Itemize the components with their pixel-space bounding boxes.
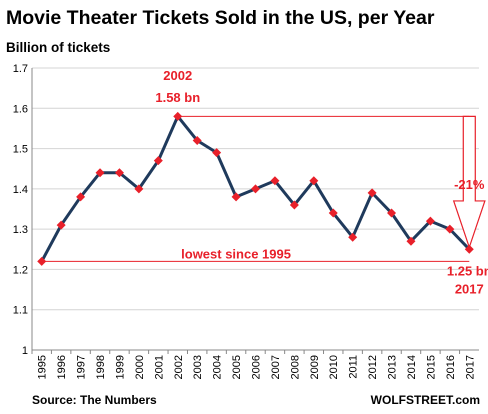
data-point-marker xyxy=(406,236,416,246)
data-point-marker xyxy=(212,148,222,158)
y-tick-label: 1.7 xyxy=(13,63,28,75)
data-point-marker xyxy=(445,224,455,234)
x-tick-label: 1998 xyxy=(95,355,107,379)
data-point-marker xyxy=(367,188,377,198)
x-tick-label: 2011 xyxy=(348,355,360,379)
data-point-marker xyxy=(134,184,144,194)
x-tick-label: 2007 xyxy=(270,355,282,379)
x-tick-label: 2010 xyxy=(328,355,340,379)
x-tick-label: 2008 xyxy=(289,355,301,379)
data-point-marker xyxy=(37,256,47,266)
gridlines xyxy=(31,67,479,354)
x-tick-label: 2000 xyxy=(134,355,146,379)
markers xyxy=(37,111,474,266)
last-year-annotation: 2017 xyxy=(455,281,484,296)
x-tick-label: 2013 xyxy=(387,355,399,379)
data-point-marker xyxy=(328,208,338,218)
data-point-marker xyxy=(95,168,105,178)
y-tick-label: 1.2 xyxy=(13,264,28,276)
y-tick-label: 1.4 xyxy=(13,184,28,196)
y-tick-labels: 1 1.1 1.2 1.3 1.4 1.5 1.6 1.7 xyxy=(13,63,28,357)
x-tick-label: 2012 xyxy=(367,355,379,379)
data-point-marker xyxy=(56,220,66,230)
x-tick-label: 2003 xyxy=(192,355,204,379)
y-tick-label: 1.6 xyxy=(13,103,28,115)
data-point-marker xyxy=(153,156,163,166)
peak-value-annotation: 1.58 bn xyxy=(155,90,200,105)
chart-title: Movie Theater Tickets Sold in the US, pe… xyxy=(6,7,435,29)
data-point-marker xyxy=(348,232,358,242)
x-tick-label: 2002 xyxy=(173,355,185,379)
x-tick-label: 2016 xyxy=(445,355,457,379)
data-point-marker xyxy=(464,244,474,254)
data-point-marker xyxy=(76,192,86,202)
brand-label: WOLFSTREET.com xyxy=(371,393,480,407)
annotation-lines xyxy=(41,115,486,262)
x-tick-label: 2014 xyxy=(406,355,418,379)
decline-annotation: -21% xyxy=(454,177,485,192)
source-note: Source: The Numbers xyxy=(32,393,157,407)
x-tick-label: 2006 xyxy=(251,355,263,379)
data-point-marker xyxy=(192,136,202,146)
data-point-marker xyxy=(173,111,183,121)
x-tick-label: 1999 xyxy=(114,355,126,379)
y-tick-label: 1.1 xyxy=(13,305,28,317)
data-point-marker xyxy=(231,192,241,202)
y-tick-label: 1.3 xyxy=(13,224,28,236)
lowest-annotation: lowest since 1995 xyxy=(181,246,291,261)
data-point-marker xyxy=(387,208,397,218)
y-axis-label: Billion of tickets xyxy=(6,40,110,55)
data-point-marker xyxy=(425,216,435,226)
x-tick-label: 1997 xyxy=(76,355,88,379)
decline-arrow xyxy=(452,115,486,250)
x-tick-label: 2017 xyxy=(464,355,476,379)
data-point-marker xyxy=(251,184,260,194)
y-tick-label: 1.5 xyxy=(13,144,28,156)
x-tick-label: 1996 xyxy=(56,355,68,379)
x-tick-label: 2009 xyxy=(309,355,321,379)
x-tick-label: 2015 xyxy=(425,355,437,379)
x-tick-label: 2001 xyxy=(153,355,165,379)
y-tick-label: 1 xyxy=(22,345,28,357)
last-value-annotation: 1.25 bn xyxy=(447,263,488,278)
data-point-marker xyxy=(289,200,299,210)
data-point-marker xyxy=(114,168,124,178)
data-point-marker xyxy=(270,176,280,186)
data-point-marker xyxy=(309,176,319,186)
x-tick-labels: 1995 1996 1997 1998 1999 2000 2001 2002 2003 2004… xyxy=(37,355,477,379)
x-tick-label: 2004 xyxy=(212,355,224,379)
peak-year-annotation: 2002 xyxy=(163,68,192,83)
x-tick-label: 2005 xyxy=(231,355,243,379)
x-tick-label: 1995 xyxy=(37,355,49,379)
